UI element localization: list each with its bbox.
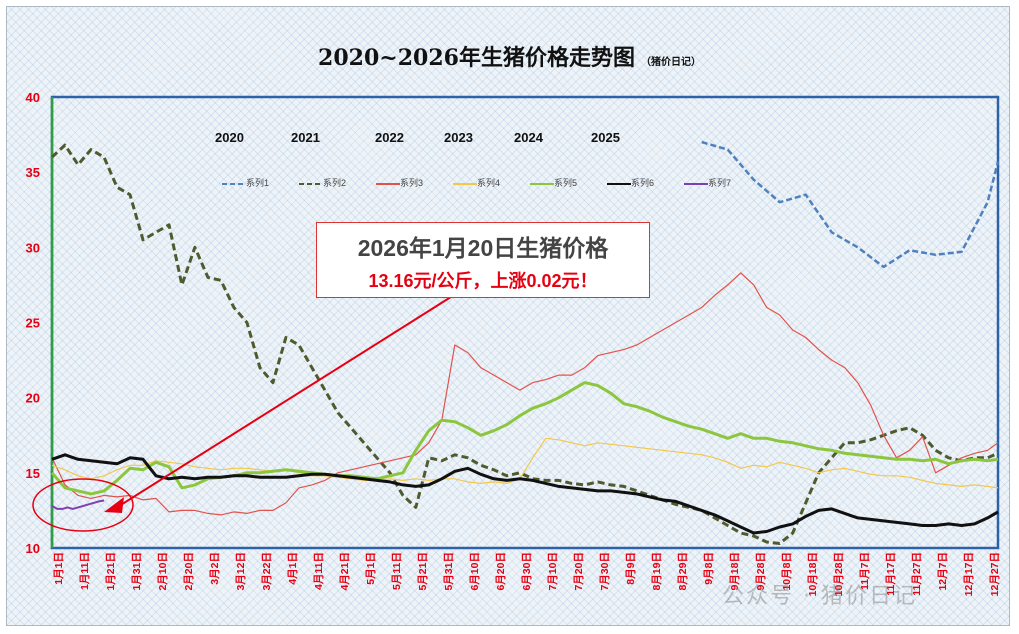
watermark: 公众号 · 猪价日记 [722, 584, 917, 609]
year-label: 2021 [291, 130, 320, 145]
x-tick-label: 4月1日 [287, 552, 299, 585]
legend-item: 系列3 [376, 176, 423, 189]
year-label: 2020 [215, 130, 244, 145]
x-tick-label: 5月31日 [443, 552, 455, 591]
chart-title: 2020~2026年生猪价格走势图 （猪价日记） [0, 40, 1019, 72]
x-tick-label: 4月21日 [339, 552, 351, 591]
x-tick-label: 1月21日 [105, 552, 117, 591]
x-tick-label: 4月11日 [313, 552, 325, 590]
x-tick-label: 11月7日 [859, 552, 871, 590]
legend-label: 系列5 [554, 178, 578, 188]
annotation-line1: 2026年1月20日生猪价格 [357, 235, 609, 261]
y-tick-label: 15 [26, 466, 40, 481]
year-label: 2025 [591, 130, 620, 145]
x-tick-label: 6月20日 [495, 552, 507, 591]
callout-arrow [32, 289, 463, 532]
y-tick-label: 25 [26, 316, 40, 331]
legend-item: 系列7 [684, 176, 731, 189]
legend-item: 系列5 [530, 176, 577, 189]
y-tick-label: 20 [26, 391, 40, 406]
legend-label: 系列1 [246, 178, 270, 188]
x-tick-label: 11月27日 [911, 552, 923, 596]
series-line-系列6 [51, 453, 999, 535]
x-tick-label: 5月11日 [391, 552, 403, 590]
x-tick-label: 7月20日 [573, 552, 585, 591]
legend-swatch [376, 182, 400, 185]
highlight-ellipse [32, 478, 134, 532]
x-tick-label: 1月31日 [131, 552, 143, 591]
x-tick-label: 3月2日 [209, 552, 221, 585]
x-tick-label: 10月18日 [807, 552, 819, 596]
x-tick-label: 8月29日 [677, 552, 689, 591]
x-tick-label: 9月18日 [729, 552, 741, 591]
x-tick-label: 12月27日 [989, 552, 1001, 596]
legend-swatch [684, 182, 708, 185]
x-tick-label: 9月8日 [703, 552, 715, 585]
series-line-系列3 [51, 272, 999, 516]
x-tick-label: 5月1日 [365, 552, 377, 585]
series-line-系列1 [701, 140, 1000, 269]
legend-swatch [607, 182, 631, 185]
x-tick-label: 6月30日 [521, 552, 533, 591]
y-tick-label: 30 [26, 240, 40, 255]
x-tick-label: 10月8日 [781, 552, 793, 591]
year-label: 2024 [514, 130, 543, 145]
legend-item: 系列2 [299, 176, 346, 189]
x-tick-label: 12月7日 [937, 552, 949, 591]
legend-item: 系列4 [453, 176, 500, 189]
x-tick-label: 11月17日 [885, 552, 897, 596]
x-tick-label: 6月10日 [469, 552, 481, 591]
x-tick-label: 1月11日 [79, 552, 91, 590]
x-tick-label: 8月9日 [625, 552, 637, 585]
legend-item: 系列6 [607, 176, 654, 189]
y-tick-label: 40 [26, 90, 40, 105]
legend-swatch [530, 182, 554, 185]
x-tick-label: 2月10日 [157, 552, 169, 591]
legend-label: 系列3 [400, 178, 424, 188]
legend-label: 系列4 [477, 178, 501, 188]
x-tick-label: 8月19日 [651, 552, 663, 591]
chart-subtitle: （猪价日记） [640, 57, 701, 68]
year-label: 2023 [444, 130, 473, 145]
x-tick-label: 7月10日 [547, 552, 559, 591]
x-tick-label: 10月28日 [833, 552, 845, 596]
title-text: 2020~2026年生猪价格走势图 [318, 45, 635, 71]
series-line-系列4 [51, 437, 999, 489]
annotation-callout: 2026年1月20日生猪价格 13.16元/公斤，上涨0.02元！ [316, 222, 650, 298]
x-tick-label: 7月30日 [599, 552, 611, 591]
x-tick-label: 2月20日 [183, 552, 195, 591]
series-line-系列7 [51, 499, 105, 510]
annotation-line2: 13.16元/公斤，上涨0.02元！ [368, 271, 598, 291]
x-tick-label: 3月22日 [261, 552, 273, 591]
x-tick-label: 12月17日 [963, 552, 975, 596]
x-tick-label: 3月12日 [235, 552, 247, 591]
chart-frame [6, 6, 1010, 626]
y-tick-label: 35 [26, 165, 40, 180]
y-tick-label: 10 [26, 541, 40, 556]
x-tick-label: 1月1日 [53, 552, 65, 585]
legend-swatch [299, 182, 323, 185]
legend-swatch [222, 182, 246, 185]
legend-label: 系列7 [708, 178, 732, 188]
x-tick-label: 5月21日 [417, 552, 429, 591]
legend-label: 系列6 [631, 178, 655, 188]
year-label: 2022 [375, 130, 404, 145]
series-line-系列2 [50, 143, 999, 545]
x-tick-label: 9月28日 [755, 552, 767, 591]
legend-item: 系列1 [222, 176, 269, 189]
legend-label: 系列2 [323, 178, 347, 188]
legend-swatch [453, 182, 477, 185]
